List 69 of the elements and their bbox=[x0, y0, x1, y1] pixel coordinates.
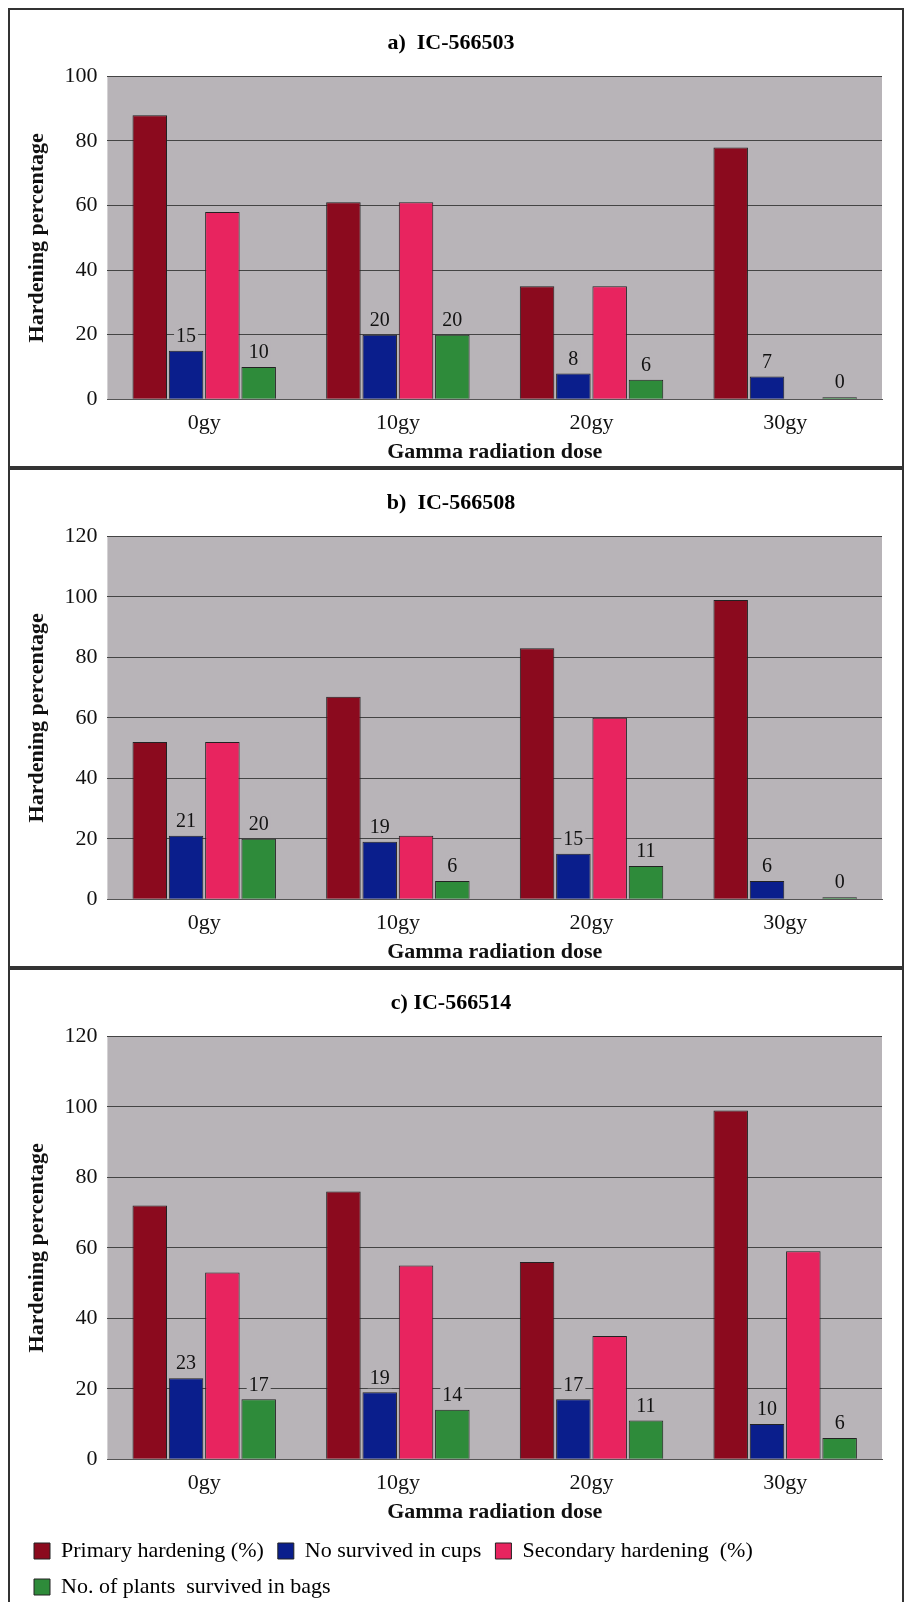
data-label: 6 bbox=[447, 854, 458, 877]
data-label: 21 bbox=[176, 808, 197, 831]
data-label: 19 bbox=[369, 815, 390, 838]
y-tick-label: 100 bbox=[64, 582, 98, 608]
data-label: 14 bbox=[442, 1383, 463, 1406]
x-tick-label: 0gy bbox=[187, 1469, 221, 1495]
data-label: 0 bbox=[834, 370, 845, 393]
y-tick-label: 60 bbox=[75, 703, 98, 729]
x-tick-label: 10gy bbox=[375, 909, 420, 935]
data-label: 17 bbox=[248, 1372, 269, 1395]
y-axis-title: Hardening percentage bbox=[22, 1142, 48, 1353]
y-tick-label: 0 bbox=[86, 384, 98, 410]
y-tick-label: 120 bbox=[64, 1022, 98, 1048]
chart-title: a) IC-566503 bbox=[387, 28, 515, 54]
data-label: 11 bbox=[636, 839, 656, 862]
x-tick-label: 30gy bbox=[763, 909, 808, 935]
legend-label: No survived in cups bbox=[304, 1536, 482, 1562]
data-label: 20 bbox=[248, 811, 269, 834]
data-label: 8 bbox=[568, 346, 579, 369]
y-tick-label: 20 bbox=[75, 824, 98, 850]
x-tick-label: 0gy bbox=[187, 909, 221, 935]
data-label: 6 bbox=[762, 854, 773, 877]
y-tick-label: 80 bbox=[75, 643, 98, 669]
data-label: 11 bbox=[636, 1393, 656, 1416]
chart-title: b) IC-566508 bbox=[386, 488, 516, 514]
y-tick-label: 0 bbox=[86, 1444, 98, 1470]
y-tick-label: 40 bbox=[75, 1304, 98, 1330]
y-tick-label: 20 bbox=[75, 320, 98, 346]
x-tick-label: 0gy bbox=[187, 409, 221, 435]
data-label: 15 bbox=[563, 827, 584, 850]
y-tick-label: 40 bbox=[75, 764, 98, 790]
data-label: 10 bbox=[757, 1397, 778, 1420]
y-tick-label: 80 bbox=[75, 1163, 98, 1189]
x-tick-label: 20gy bbox=[569, 409, 614, 435]
data-label: 20 bbox=[369, 307, 390, 330]
x-tick-label: 30gy bbox=[763, 1469, 808, 1495]
data-label: 20 bbox=[442, 307, 463, 330]
y-axis-title: Hardening percentage bbox=[22, 612, 48, 823]
x-tick-label: 30gy bbox=[763, 409, 808, 435]
chart-title: c) IC-566514 bbox=[390, 988, 512, 1014]
y-tick-label: 100 bbox=[64, 1092, 98, 1118]
y-axis-title: Hardening percentage bbox=[22, 132, 48, 343]
x-axis-title: Gamma radiation dose bbox=[387, 1498, 603, 1524]
data-label: 17 bbox=[563, 1372, 584, 1395]
legend-label: No. of plants survived in bags bbox=[61, 1572, 331, 1598]
y-tick-label: 20 bbox=[75, 1374, 98, 1400]
y-tick-label: 80 bbox=[75, 126, 98, 152]
x-axis-title: Gamma radiation dose bbox=[387, 938, 603, 964]
legend-label: Secondary hardening (%) bbox=[522, 1536, 753, 1562]
data-label: 6 bbox=[640, 353, 651, 376]
legend-label: Primary hardening (%) bbox=[61, 1536, 264, 1562]
y-tick-label: 60 bbox=[75, 1233, 98, 1259]
x-tick-label: 20gy bbox=[569, 1469, 614, 1495]
data-label: 6 bbox=[834, 1411, 845, 1434]
y-tick-label: 100 bbox=[64, 62, 98, 88]
y-tick-label: 0 bbox=[86, 884, 98, 910]
x-tick-label: 10gy bbox=[375, 409, 420, 435]
data-label: 0 bbox=[834, 870, 845, 893]
data-label: 7 bbox=[762, 349, 773, 372]
y-tick-label: 60 bbox=[75, 191, 98, 217]
y-tick-label: 40 bbox=[75, 255, 98, 281]
x-tick-label: 10gy bbox=[375, 1469, 420, 1495]
data-label: 15 bbox=[176, 324, 197, 347]
x-tick-label: 20gy bbox=[569, 909, 614, 935]
data-label: 19 bbox=[369, 1365, 390, 1388]
y-tick-label: 120 bbox=[64, 522, 98, 548]
data-label: 10 bbox=[248, 340, 269, 363]
x-axis-title: Gamma radiation dose bbox=[387, 438, 603, 464]
data-label: 23 bbox=[176, 1351, 197, 1374]
